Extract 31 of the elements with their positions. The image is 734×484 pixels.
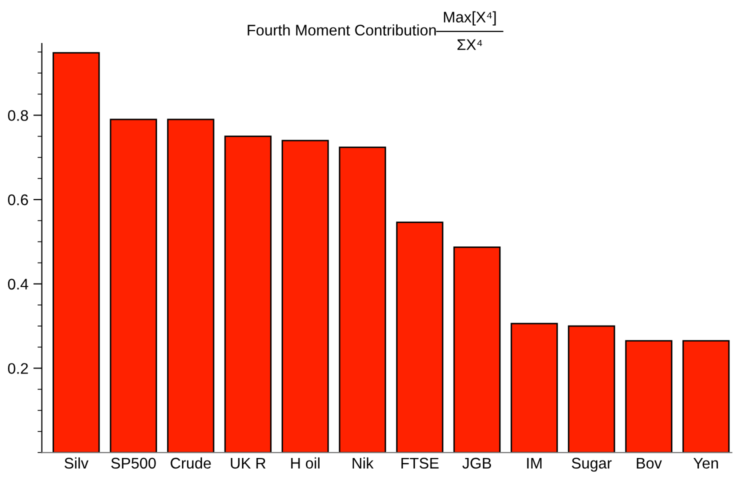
- annotation: ΣX⁴: [457, 39, 482, 50]
- x-tick-label: JGB: [462, 458, 492, 469]
- x-tick-label: Nik: [352, 457, 374, 468]
- bar: [396, 222, 444, 453]
- bar: [282, 140, 329, 453]
- bar: [625, 340, 672, 453]
- bar: [510, 322, 558, 453]
- y-tick-label: 0.6: [8, 194, 28, 206]
- x-tick-label: Crude: [170, 457, 211, 469]
- bar: [167, 118, 214, 453]
- x-tick-label: H oil: [291, 457, 320, 469]
- x-tick-label: UK R: [230, 458, 266, 469]
- chart-title: Fourth Moment Contribution: [248, 24, 436, 36]
- y-tick-label: 0.4: [8, 278, 28, 290]
- bar: [682, 340, 730, 453]
- x-tick-label: Bov: [636, 458, 662, 469]
- bar: [453, 246, 501, 453]
- y-tick-label: 0.2: [8, 363, 28, 374]
- bar: [52, 52, 100, 453]
- x-tick-label: SP500: [111, 458, 156, 469]
- bar: [224, 136, 272, 453]
- x-tick-label: FTSE: [401, 458, 439, 469]
- bar: [568, 325, 616, 453]
- x-tick-label: Silv: [64, 457, 88, 469]
- x-tick-label: Yen: [693, 458, 718, 469]
- bar: [110, 118, 158, 453]
- bar: [338, 146, 386, 453]
- x-tick-label: Sugar: [572, 458, 612, 472]
- x-tick-label: IM: [527, 458, 542, 468]
- text: Max[X⁴]: [444, 11, 496, 26]
- y-tick-label: 0.8: [8, 110, 28, 121]
